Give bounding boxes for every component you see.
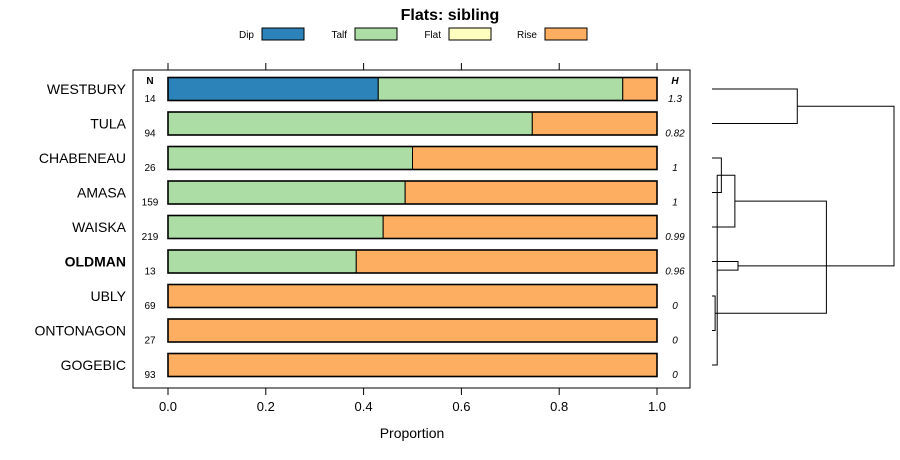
legend: Dip Talf Flat Rise <box>239 27 588 41</box>
labels-layer: WESTBURY 14 1.3 TULA 94 0.82 CHABENEAU 26 1 AMASA… <box>34 81 685 381</box>
bar-talf-amasa <box>167 180 406 205</box>
bar-rise-tula <box>531 111 658 136</box>
category-label-chabeneau: CHABENEAU <box>39 150 126 166</box>
category-label-gogebic: GOGEBIC <box>61 357 126 373</box>
h-value-ubly: 0 <box>672 301 678 312</box>
bar-talf-waiska <box>167 215 384 239</box>
bars-layer <box>167 76 658 378</box>
h-value-chabeneau: 1 <box>672 163 678 174</box>
bar-dip-westbury <box>167 77 379 101</box>
legend-swatch-talf <box>354 27 398 41</box>
dendrogram-link-0 <box>712 88 798 124</box>
bar-rise-oldman <box>355 249 658 274</box>
h-value-gogebic: 0 <box>672 370 678 381</box>
x-tick-label: 0.8 <box>550 399 568 414</box>
bar-rise-chabeneau <box>412 146 658 170</box>
bar-outline-tula <box>167 111 658 136</box>
n-value-tula: 94 <box>144 129 156 140</box>
x-tick-label: 1.0 <box>648 399 666 414</box>
x-tick-label: 0.4 <box>355 399 373 414</box>
x-axis-title: Proportion <box>380 425 445 441</box>
category-label-ontonagon: ONTONAGON <box>34 323 126 339</box>
h-value-tula: 0.82 <box>665 129 685 140</box>
n-value-chabeneau: 26 <box>144 163 156 174</box>
bar-outline-ontonagon <box>167 318 658 343</box>
x-tick-label: 0.2 <box>257 399 275 414</box>
category-label-oldman: OLDMAN <box>65 254 126 270</box>
n-value-oldman: 13 <box>144 267 156 278</box>
legend-swatch-dip <box>261 27 305 41</box>
n-value-waiska: 219 <box>142 232 159 243</box>
x-tick-label: 0.6 <box>452 399 470 414</box>
h-value-amasa: 1 <box>672 198 678 209</box>
bar-outline-waiska <box>167 214 658 240</box>
bar-rise-ubly <box>167 284 658 308</box>
h-column-header: H <box>671 76 679 87</box>
n-value-gogebic: 93 <box>144 370 156 381</box>
bar-outline-chabeneau <box>167 145 658 171</box>
category-label-westbury: WESTBURY <box>47 81 127 97</box>
bar-talf-westbury <box>377 77 624 101</box>
dendrogram-link-2 <box>712 295 716 331</box>
dendrogram-link-6 <box>715 200 827 314</box>
legend-label-rise: Rise <box>517 30 537 41</box>
n-column-header: N <box>146 76 153 87</box>
h-value-waiska: 0.99 <box>665 232 685 243</box>
category-label-tula: TULA <box>90 116 126 132</box>
bar-rise-ontonagon <box>167 318 658 343</box>
dendrogram-link-5 <box>712 261 739 271</box>
n-value-westbury: 14 <box>144 94 156 105</box>
dendrogram-link-7 <box>738 105 895 267</box>
bar-talf-chabeneau <box>167 146 413 170</box>
chart-title: Flats: sibling <box>401 7 500 24</box>
n-value-ubly: 69 <box>144 301 156 312</box>
n-value-amasa: 159 <box>142 198 159 209</box>
bar-rise-westbury <box>622 77 658 101</box>
legend-label-flat: Flat <box>424 30 441 41</box>
bar-outline-amasa <box>167 180 658 205</box>
dendrogram <box>712 88 895 366</box>
x-tick-label: 0.0 <box>159 399 177 414</box>
bar-outline-oldman <box>167 249 658 274</box>
bar-outline-gogebic <box>167 352 658 378</box>
bar-talf-oldman <box>167 249 357 274</box>
h-value-oldman: 0.96 <box>665 267 685 278</box>
legend-swatch-rise <box>544 27 588 41</box>
legend-label-dip: Dip <box>239 30 254 41</box>
plot-frame <box>132 69 691 389</box>
category-label-waiska: WAISKA <box>72 219 127 235</box>
axis-layer: 0.0 0.2 0.4 0.6 0.8 1.0 <box>159 63 666 414</box>
category-label-amasa: AMASA <box>77 185 127 201</box>
legend-label-talf: Talf <box>331 30 347 41</box>
bar-outline-ubly <box>167 283 658 309</box>
bar-rise-amasa <box>404 180 658 205</box>
category-label-ubly: UBLY <box>90 288 126 304</box>
bar-rise-gogebic <box>167 353 658 377</box>
dendrogram-link-4 <box>712 174 736 228</box>
bar-outline-westbury <box>167 76 658 102</box>
bar-talf-tula <box>167 111 533 136</box>
h-value-ontonagon: 0 <box>672 336 678 347</box>
legend-swatch-flat <box>448 27 492 41</box>
h-value-westbury: 1.3 <box>668 94 682 105</box>
n-value-ontonagon: 27 <box>144 336 156 347</box>
bar-rise-waiska <box>382 215 658 239</box>
